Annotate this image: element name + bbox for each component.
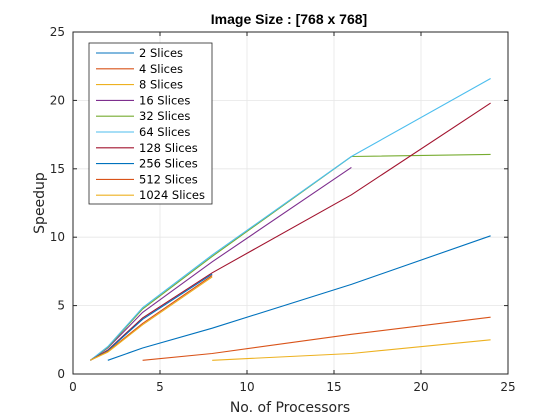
x-tick-label: 25 [500,380,515,394]
legend-label-256-slices: 256 Slices [139,157,198,171]
legend-box [88,42,213,205]
legend-label-16-slices: 16 Slices [139,93,190,107]
y-tick-label: 5 [57,299,65,313]
series-line-64-slices [90,78,491,361]
legend-label-1024-slices: 1024 Slices [139,188,205,202]
x-tick-label: 10 [239,380,254,394]
legend-label-8-slices: 8 Slices [139,78,183,92]
legend-label-32-slices: 32 Slices [139,109,190,123]
x-axis-label: No. of Processors [230,400,350,416]
axes-frame [72,31,509,375]
y-axis-label: Speedup [32,172,48,234]
y-tick-label: 10 [50,230,65,244]
y-tick-label: 20 [50,93,65,107]
series-line-2-slices [107,235,491,361]
chart-title: Image Size : [768 x 768] [211,11,367,27]
x-tick-label: 0 [69,380,77,394]
series-line-8-slices [212,339,491,361]
legend-label-2-slices: 2 Slices [139,46,183,60]
y-tick-label: 15 [50,162,65,176]
series-line-4-slices [142,316,491,361]
y-tick-label: 0 [57,367,65,381]
x-tick-label: 20 [413,380,428,394]
x-tick-label: 15 [326,380,341,394]
legend-label-512-slices: 512 Slices [139,172,198,186]
ticks: 0 5 10 15 20 25 0 5 10 15 20 25 [50,25,516,394]
legend-label-64-slices: 64 Slices [139,125,190,139]
x-tick-label: 5 [156,380,164,394]
series-line-1024-slices [90,276,213,361]
series-layer [90,78,491,361]
y-tick-label: 25 [50,25,65,39]
legend-label-128-slices: 128 Slices [139,141,198,155]
legend-label-4-slices: 4 Slices [139,62,183,76]
